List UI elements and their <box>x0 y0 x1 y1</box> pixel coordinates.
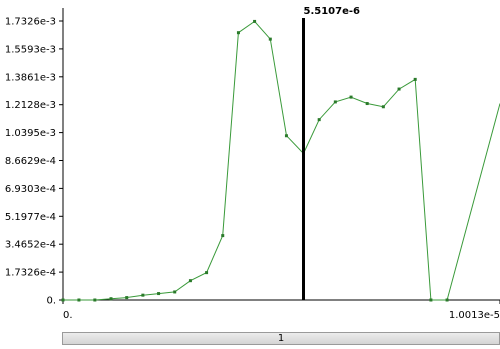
y-tick-label: 8.6629e-4 <box>5 156 56 167</box>
data-point <box>61 298 65 302</box>
cursor-value-label: 5.5107e-6 <box>304 6 361 17</box>
y-tick-label: 6.9303e-4 <box>5 184 56 195</box>
page-number: 1 <box>277 333 285 344</box>
data-point <box>333 100 337 104</box>
series-line <box>63 20 500 301</box>
y-tick-label: 1.0395e-3 <box>5 128 56 139</box>
data-point <box>77 298 81 302</box>
data-point <box>188 279 192 283</box>
data-point <box>125 296 129 300</box>
data-point <box>317 118 321 122</box>
data-point <box>141 293 145 297</box>
data-point <box>429 298 433 302</box>
y-tick-label: 3.4652e-4 <box>5 240 56 251</box>
data-point <box>236 31 240 35</box>
data-point <box>93 298 97 302</box>
data-point <box>445 298 449 302</box>
y-tick-label: 1.3861e-3 <box>5 72 56 83</box>
data-point <box>268 37 272 41</box>
data-point <box>284 134 288 138</box>
y-tick-label: 1.2128e-3 <box>5 100 56 111</box>
data-point <box>381 105 385 109</box>
x-tick-label: 1.0013e-5 <box>449 310 500 321</box>
data-point <box>349 95 353 99</box>
y-tick-label: 1.7326e-3 <box>5 17 56 28</box>
data-point <box>109 297 113 301</box>
data-point <box>397 87 401 91</box>
data-point <box>205 271 209 275</box>
x-tick-label: 0. <box>63 310 73 321</box>
data-point <box>173 290 177 294</box>
data-point <box>253 19 257 23</box>
y-tick-label: 0. <box>46 296 56 307</box>
data-point <box>413 77 417 81</box>
y-tick-label: 5.1977e-4 <box>5 212 56 223</box>
data-point <box>365 102 369 106</box>
data-point <box>221 234 225 238</box>
data-point <box>157 292 161 296</box>
y-tick-label: 1.7326e-4 <box>5 268 56 279</box>
page-scrollbar[interactable]: 1 <box>62 332 500 345</box>
y-tick-label: 1.5593e-3 <box>5 44 56 55</box>
